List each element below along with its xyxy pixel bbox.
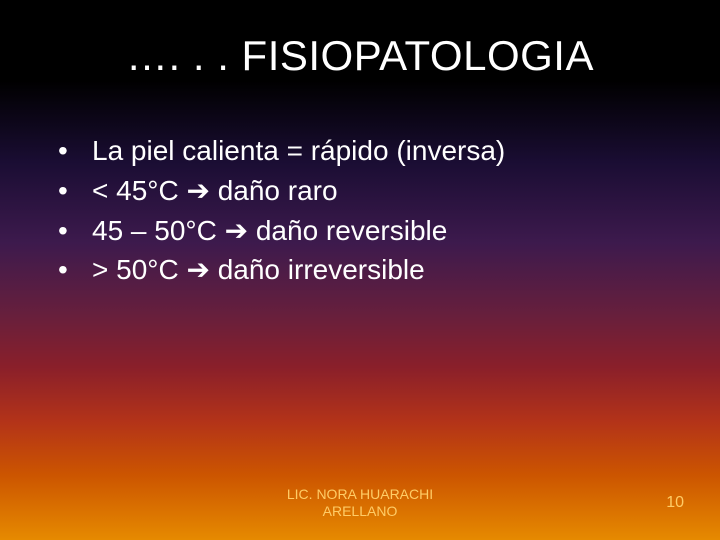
bullet-text: La piel calienta = rápido (inversa) [92, 132, 505, 170]
author-line1: LIC. NORA HUARACHI [287, 486, 433, 502]
bullet-icon: • [58, 212, 92, 250]
list-item: • < 45°C ➔ daño raro [58, 172, 505, 210]
bullet-text: < 45°C ➔ daño raro [92, 172, 338, 210]
slide: …. . . FISIOPATOLOGIA • La piel calienta… [0, 0, 720, 540]
bullet-text: > 50°C ➔ daño irreversible [92, 251, 425, 289]
author-line2: ARELLANO [323, 503, 398, 519]
bullet-text: 45 – 50°C ➔ daño reversible [92, 212, 447, 250]
bullet-icon: • [58, 251, 92, 289]
list-item: • La piel calienta = rápido (inversa) [58, 132, 505, 170]
page-number: 10 [666, 494, 684, 512]
list-item: • > 50°C ➔ daño irreversible [58, 251, 505, 289]
bullet-icon: • [58, 132, 92, 170]
bullet-icon: • [58, 172, 92, 210]
list-item: • 45 – 50°C ➔ daño reversible [58, 212, 505, 250]
footer-author: LIC. NORA HUARACHI ARELLANO [0, 486, 720, 520]
slide-title: …. . . FISIOPATOLOGIA [0, 32, 720, 80]
bullet-list: • La piel calienta = rápido (inversa) • … [58, 132, 505, 291]
